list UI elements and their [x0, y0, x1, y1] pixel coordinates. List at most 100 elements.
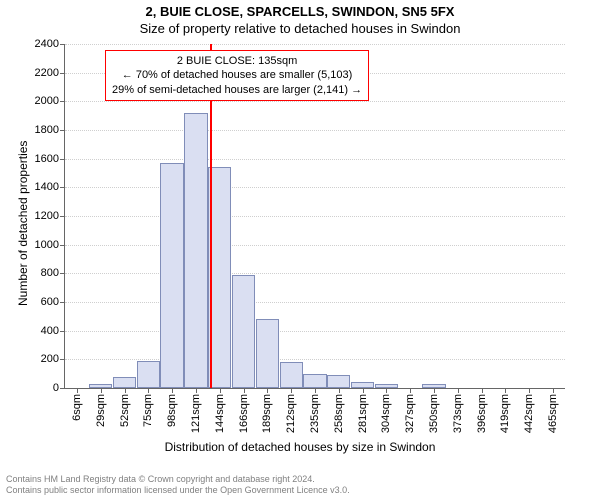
y-axis-label: Number of detached properties: [16, 141, 30, 306]
y-tick: [60, 359, 65, 360]
x-axis-label: Distribution of detached houses by size …: [0, 440, 600, 454]
gridline: [65, 130, 565, 131]
y-tick-label: 1800: [35, 124, 59, 136]
annotation-line-2: ← 70% of detached houses are smaller (5,…: [112, 68, 362, 82]
histogram-bar: [256, 319, 279, 388]
x-tick: [505, 388, 506, 393]
x-tick-label: 350sqm: [428, 394, 440, 433]
chart-container: 2, BUIE CLOSE, SPARCELLS, SWINDON, SN5 5…: [0, 0, 600, 500]
y-tick-label: 0: [53, 382, 59, 394]
gridline: [65, 331, 565, 332]
y-tick-label: 2200: [35, 67, 59, 79]
x-tick: [77, 388, 78, 393]
y-tick-label: 600: [41, 296, 59, 308]
annotation-line-1: 2 BUIE CLOSE: 135sqm: [112, 54, 362, 68]
chart-title: 2, BUIE CLOSE, SPARCELLS, SWINDON, SN5 5…: [0, 4, 600, 19]
annotation-line-3: 29% of semi-detached houses are larger (…: [112, 83, 362, 97]
x-tick-label: 98sqm: [166, 394, 178, 427]
plot-area: 0200400600800100012001400160018002000220…: [64, 44, 565, 389]
x-tick: [220, 388, 221, 393]
y-tick-label: 200: [41, 353, 59, 365]
x-tick-label: 29sqm: [95, 394, 107, 427]
y-tick: [60, 73, 65, 74]
gridline: [65, 44, 565, 45]
y-tick-label: 800: [41, 267, 59, 279]
x-tick: [148, 388, 149, 393]
x-tick: [267, 388, 268, 393]
gridline: [65, 159, 565, 160]
gridline: [65, 187, 565, 188]
x-tick-label: 166sqm: [238, 394, 250, 433]
y-tick: [60, 44, 65, 45]
x-tick: [458, 388, 459, 393]
x-tick-label: 465sqm: [547, 394, 559, 433]
histogram-bar: [327, 375, 350, 388]
x-tick-label: 281sqm: [357, 394, 369, 433]
x-tick: [244, 388, 245, 393]
x-tick-label: 327sqm: [404, 394, 416, 433]
histogram-bar: [351, 382, 374, 388]
histogram-bar: [184, 113, 207, 388]
x-tick-label: 144sqm: [214, 394, 226, 433]
x-tick: [386, 388, 387, 393]
y-tick: [60, 159, 65, 160]
attribution-footer: Contains HM Land Registry data © Crown c…: [6, 474, 594, 496]
y-tick-label: 1400: [35, 181, 59, 193]
x-tick: [529, 388, 530, 393]
x-tick: [101, 388, 102, 393]
x-tick-label: 52sqm: [119, 394, 131, 427]
y-tick: [60, 187, 65, 188]
x-tick: [315, 388, 316, 393]
x-tick-label: 419sqm: [499, 394, 511, 433]
histogram-bar: [113, 377, 136, 388]
y-tick-label: 2400: [35, 38, 59, 50]
y-tick-label: 1200: [35, 210, 59, 222]
histogram-bar: [422, 384, 445, 388]
y-tick: [60, 302, 65, 303]
x-tick-label: 189sqm: [261, 394, 273, 433]
histogram-bar: [232, 275, 255, 388]
histogram-bar: [303, 374, 326, 388]
title-area: 2, BUIE CLOSE, SPARCELLS, SWINDON, SN5 5…: [0, 4, 600, 36]
y-tick: [60, 130, 65, 131]
histogram-bar: [280, 362, 303, 388]
gridline: [65, 101, 565, 102]
gridline: [65, 216, 565, 217]
y-tick: [60, 273, 65, 274]
x-tick-label: 235sqm: [309, 394, 321, 433]
histogram-bar: [137, 361, 160, 388]
x-tick: [125, 388, 126, 393]
chart-subtitle: Size of property relative to detached ho…: [0, 21, 600, 36]
y-tick-label: 1000: [35, 239, 59, 251]
footer-line-1: Contains HM Land Registry data © Crown c…: [6, 474, 594, 485]
x-tick-label: 304sqm: [380, 394, 392, 433]
x-tick: [172, 388, 173, 393]
x-tick: [434, 388, 435, 393]
x-tick: [363, 388, 364, 393]
annotation-box: 2 BUIE CLOSE: 135sqm← 70% of detached ho…: [105, 50, 369, 101]
x-tick: [482, 388, 483, 393]
x-tick: [410, 388, 411, 393]
y-tick: [60, 388, 65, 389]
y-tick-label: 2000: [35, 95, 59, 107]
x-tick-label: 396sqm: [476, 394, 488, 433]
histogram-bar: [89, 384, 112, 388]
x-tick-label: 6sqm: [71, 394, 83, 421]
x-tick: [553, 388, 554, 393]
gridline: [65, 302, 565, 303]
x-tick: [291, 388, 292, 393]
footer-line-2: Contains public sector information licen…: [6, 485, 594, 496]
x-tick-label: 442sqm: [523, 394, 535, 433]
x-tick-label: 212sqm: [285, 394, 297, 433]
gridline: [65, 245, 565, 246]
x-tick-label: 121sqm: [190, 394, 202, 433]
y-tick: [60, 101, 65, 102]
x-tick: [339, 388, 340, 393]
y-tick: [60, 216, 65, 217]
x-tick-label: 258sqm: [333, 394, 345, 433]
histogram-bar: [160, 163, 183, 388]
x-tick-label: 75sqm: [142, 394, 154, 427]
y-tick-label: 1600: [35, 153, 59, 165]
histogram-bar: [375, 384, 398, 388]
gridline: [65, 273, 565, 274]
